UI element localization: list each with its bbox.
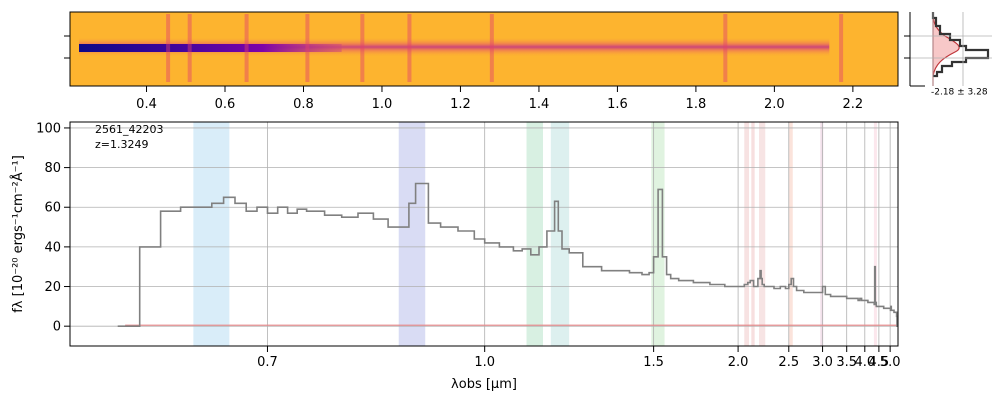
emission-column [407, 14, 412, 82]
y-tick-label: 60 [44, 201, 61, 216]
x-tick-label: 4.0 [854, 355, 875, 370]
x-tick-label: 1.2 [450, 97, 471, 112]
emission-band [193, 122, 230, 346]
x-tick-label: 2.2 [843, 97, 864, 112]
x-tick-label: 0.8 [293, 97, 314, 112]
emission-column [839, 14, 844, 82]
spectrum-1d-panel: 0.7 1.0 1.5 2.0 2.5 3.0 3.54.04.55.0 0 20 40 60 80… [10, 121, 900, 392]
redshift-label: z=1.3249 [95, 138, 148, 151]
emission-band [550, 122, 570, 346]
x-tick-label: 2.0 [764, 97, 785, 112]
spectrum-1d-series [117, 182, 898, 327]
x-tick-label: 2.5 [778, 355, 799, 370]
spectrum-2d-emission-columns [166, 14, 844, 82]
emission-band [398, 122, 426, 346]
x-tick-label: 1.0 [372, 97, 393, 112]
emission-column [244, 14, 249, 82]
x-tick-label: 5.0 [880, 355, 901, 370]
emission-column [305, 14, 310, 82]
y-tick-label: 40 [44, 240, 61, 255]
trace-core [79, 44, 342, 52]
spectrum-2d-trace [79, 37, 830, 57]
emission-column [723, 14, 728, 82]
x-tick-label: 3.5 [836, 355, 857, 370]
emission-band [526, 122, 543, 346]
spectrum-2d-x-ticks: 0.4 0.6 0.8 1.0 1.2 1.4 1.6 1.8 2.0 2.2 [136, 86, 863, 112]
emission-band [751, 122, 755, 346]
flux-series [117, 182, 898, 327]
spectrum-1d-x-ticks: 0.7 1.0 1.5 2.0 2.5 3.0 3.54.04.55.0 [257, 346, 900, 370]
emission-band [759, 122, 766, 346]
x-tick-label: 4.5 [869, 355, 890, 370]
emission-band [820, 122, 824, 346]
emission-column [360, 14, 365, 82]
x-tick-label: 0.4 [136, 97, 157, 112]
spectrum-2d-frame [69, 11, 899, 87]
x-tick-label: 1.8 [686, 97, 707, 112]
pixel-histogram-panel: -2.18 ± 3.28 [904, 11, 992, 98]
y-tick-label: 0 [53, 320, 61, 335]
y-tick-label: 100 [36, 121, 61, 136]
emission-column [166, 14, 171, 82]
emission-band [873, 122, 877, 346]
x-tick-label: 1.6 [607, 97, 628, 112]
spectrum-2d-panel: 0.4 0.6 0.8 1.0 1.2 1.4 1.6 1.8 2.0 2.2 [64, 11, 899, 112]
x-tick-label: 1.5 [643, 355, 664, 370]
histogram-data-steps [931, 12, 990, 78]
x-tick-label: 1.0 [474, 355, 495, 370]
emission-line-bands [193, 122, 877, 346]
emission-band [744, 122, 750, 346]
object-id-label: 2561_42203 [95, 123, 164, 136]
y-tick-label: 20 [44, 280, 61, 295]
x-tick-label: 3.0 [812, 355, 833, 370]
x-tick-label: 1.4 [529, 97, 550, 112]
emission-column [489, 14, 494, 82]
spectrum-1d-frame [69, 121, 899, 347]
spectrum-1d-y-ticks: 0 20 40 60 80 100 [36, 121, 70, 335]
spectrum-2d-y-ticks [64, 35, 70, 59]
y-tick-label: 80 [44, 161, 61, 176]
x-tick-label: 0.6 [215, 97, 236, 112]
x-tick-label: 2.0 [728, 355, 749, 370]
x-axis-label: λobs [μm] [451, 377, 517, 392]
emission-column [187, 14, 192, 82]
histogram-label: -2.18 ± 3.28 [931, 88, 988, 98]
y-axis-label: fλ [10⁻²⁰ ergs⁻¹cm⁻²Å⁻¹] [10, 155, 26, 313]
x-tick-label: 0.7 [257, 355, 278, 370]
emission-band [788, 122, 793, 346]
